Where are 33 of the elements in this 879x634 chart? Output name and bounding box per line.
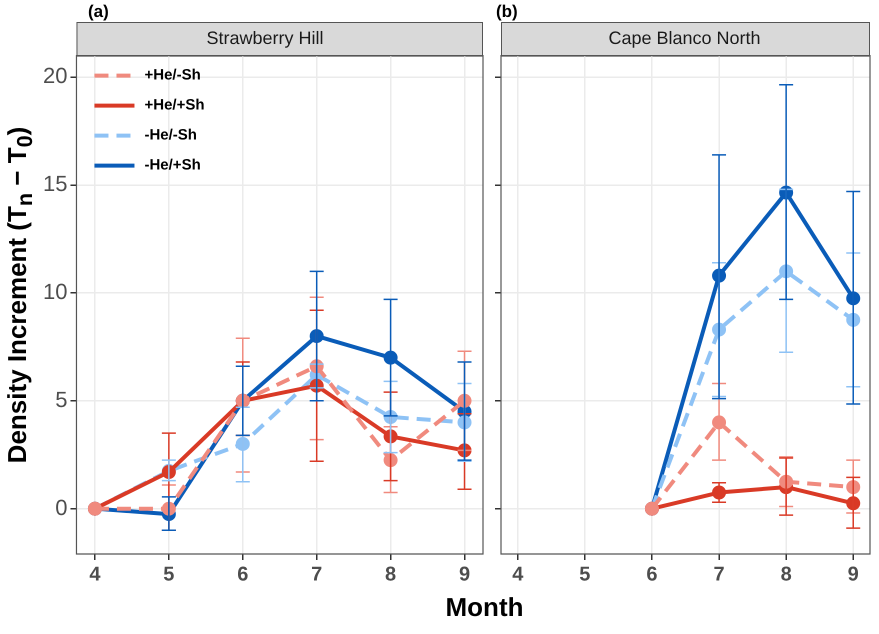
x-tick-label: 7	[713, 564, 725, 586]
chart-title: Strawberry Hill	[206, 28, 324, 48]
legend-label: -He/-Sh	[144, 126, 197, 144]
x-tick-label: 5	[163, 564, 174, 586]
legend-label: +He/+Sh	[144, 96, 204, 114]
point	[712, 415, 726, 430]
x-axis-title: Month	[444, 592, 524, 624]
y-tick-label: 10	[42, 278, 68, 304]
legend-label: +He/-Sh	[144, 66, 201, 84]
text: (a)	[88, 2, 109, 22]
x-tick-label: 8	[385, 564, 396, 586]
x-tick-label: 7	[311, 564, 322, 586]
y-tick-label: 0	[55, 494, 68, 520]
y-tick-label: 15	[42, 171, 68, 196]
x-tick-label: 6	[237, 564, 248, 586]
point	[236, 436, 250, 451]
chart-title: Cape Blanco North	[608, 28, 761, 48]
y-tick-label: 20	[42, 63, 68, 88]
x-tick-label: 9	[848, 564, 859, 586]
point	[384, 350, 398, 365]
point	[712, 268, 726, 283]
x-tick-label: 5	[579, 564, 590, 586]
point	[846, 291, 860, 306]
legend-label: -He/+Sh	[144, 156, 201, 174]
x-tick-label: 6	[646, 564, 658, 586]
x-tick-label: 4	[89, 564, 102, 586]
x-tick-label: 4	[512, 564, 524, 586]
point	[310, 329, 324, 344]
y-tick-label: 5	[55, 386, 68, 412]
x-tick-label: 9	[458, 564, 470, 586]
point	[846, 496, 860, 510]
x-tick-label: 8	[780, 564, 792, 586]
text: (b)	[496, 2, 518, 22]
